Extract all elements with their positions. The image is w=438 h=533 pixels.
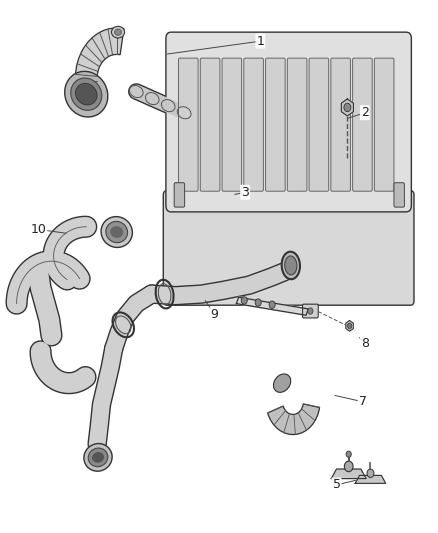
Text: 2: 2 <box>361 106 369 119</box>
Polygon shape <box>341 99 353 116</box>
FancyBboxPatch shape <box>179 58 198 191</box>
Circle shape <box>269 301 275 309</box>
FancyBboxPatch shape <box>374 58 394 191</box>
Ellipse shape <box>75 83 97 105</box>
FancyBboxPatch shape <box>222 58 242 191</box>
FancyBboxPatch shape <box>309 58 328 191</box>
Text: 9: 9 <box>211 308 219 321</box>
Ellipse shape <box>65 71 108 117</box>
FancyBboxPatch shape <box>200 58 220 191</box>
Circle shape <box>347 323 352 328</box>
FancyBboxPatch shape <box>394 183 404 207</box>
Polygon shape <box>331 469 366 479</box>
FancyBboxPatch shape <box>163 191 414 305</box>
FancyBboxPatch shape <box>303 304 318 318</box>
Circle shape <box>367 469 374 478</box>
FancyBboxPatch shape <box>265 58 285 191</box>
Polygon shape <box>237 297 308 316</box>
Ellipse shape <box>101 216 132 247</box>
Ellipse shape <box>285 256 297 275</box>
Text: 5: 5 <box>332 479 340 491</box>
Wedge shape <box>268 404 320 434</box>
Circle shape <box>308 308 313 314</box>
Circle shape <box>344 461 353 472</box>
Ellipse shape <box>273 374 291 392</box>
FancyBboxPatch shape <box>166 32 411 212</box>
Polygon shape <box>355 475 386 483</box>
Ellipse shape <box>112 26 124 38</box>
Ellipse shape <box>282 252 300 279</box>
Circle shape <box>346 451 351 457</box>
Wedge shape <box>75 28 124 103</box>
Ellipse shape <box>84 443 112 471</box>
FancyBboxPatch shape <box>331 58 350 191</box>
FancyBboxPatch shape <box>244 58 263 191</box>
Ellipse shape <box>110 226 123 238</box>
FancyBboxPatch shape <box>174 183 185 207</box>
Text: 8: 8 <box>361 337 369 350</box>
Polygon shape <box>346 320 353 331</box>
Ellipse shape <box>106 221 127 243</box>
FancyBboxPatch shape <box>287 58 307 191</box>
Circle shape <box>241 297 247 304</box>
Text: 3: 3 <box>241 186 249 199</box>
Ellipse shape <box>88 448 108 467</box>
Text: 7: 7 <box>359 395 367 408</box>
Text: 1: 1 <box>256 35 264 47</box>
FancyBboxPatch shape <box>353 58 372 191</box>
Ellipse shape <box>92 452 104 463</box>
Ellipse shape <box>71 78 102 110</box>
Ellipse shape <box>115 29 121 35</box>
Circle shape <box>344 103 351 112</box>
Circle shape <box>255 299 261 306</box>
Text: 10: 10 <box>31 223 46 236</box>
